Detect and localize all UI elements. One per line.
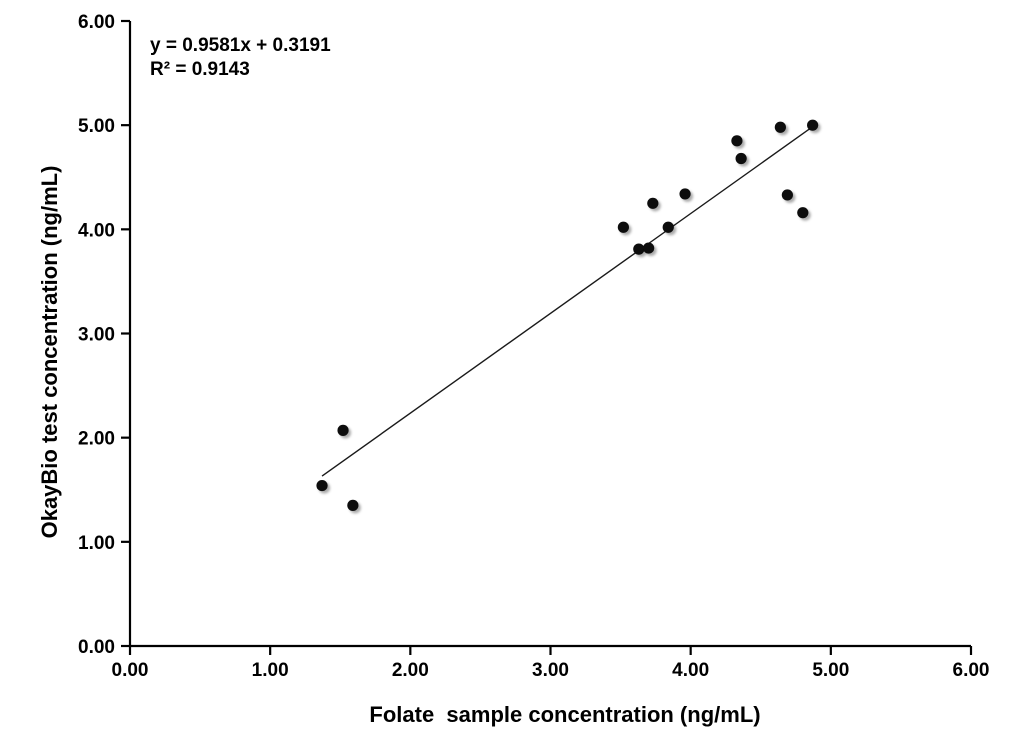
r-squared-label: R² = 0.9143 [150,59,250,80]
x-tick-label: 2.00 [392,660,429,681]
equation-label: y = 0.9581x + 0.3191 [150,35,331,56]
data-point [316,479,328,492]
x-tick-label: 1.00 [252,660,289,681]
data-point [662,221,674,233]
data-point [797,207,809,219]
y-tick-label: 0.00 [78,637,115,658]
data-point [347,499,359,511]
data-point [617,221,629,233]
x-tick-label: 5.00 [812,660,849,681]
data-point [781,189,793,201]
data-points [316,119,819,511]
data-point [643,242,655,254]
trendline [321,126,814,477]
x-tick-label: 4.00 [672,660,709,681]
x-axis-ticks: 0.00 1.00 2.00 3.00 4.00 5.00 6.00 [112,646,990,681]
data-point [679,188,691,200]
x-tick-label: 3.00 [532,660,569,681]
x-axis-title: Folate sample concentration (ng/mL) [369,702,760,727]
x-tick-label: 6.00 [953,660,990,681]
y-axis-ticks: 0.00 1.00 2.00 3.00 4.00 5.00 6.00 [78,12,130,658]
data-point [633,243,645,255]
y-tick-label: 1.00 [78,533,115,554]
x-tick-label: 0.00 [112,660,149,681]
trendline-segment [321,126,814,477]
data-point [774,121,786,133]
y-tick-label: 5.00 [78,116,115,137]
y-tick-label: 4.00 [78,220,115,241]
data-point [647,197,659,209]
data-point [731,135,743,147]
y-axis-title: OkayBio test concentration (ng/mL) [37,166,62,539]
y-tick-label: 6.00 [78,12,115,33]
y-tick-label: 2.00 [78,429,115,450]
data-point [337,424,349,436]
data-point [735,152,747,165]
y-tick-label: 3.00 [78,325,115,346]
data-point [807,119,819,131]
axes [128,21,971,648]
